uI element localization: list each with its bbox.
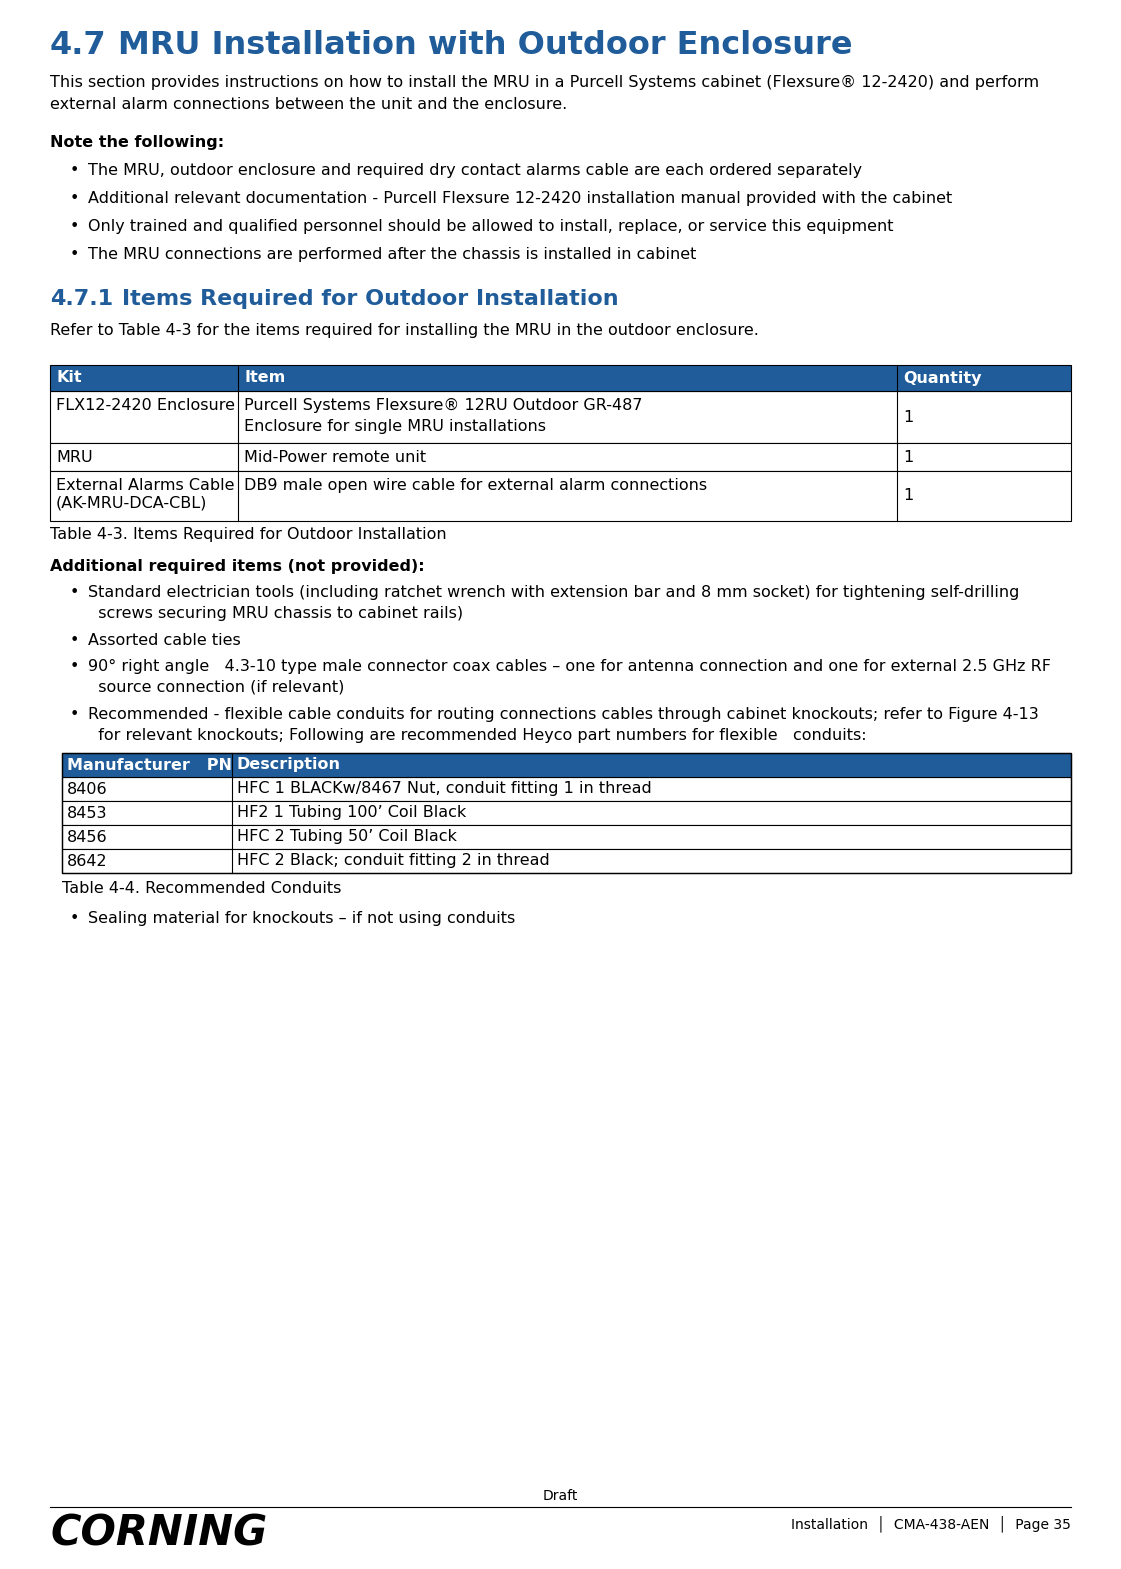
Bar	[62, 753, 1071, 777]
Text: HF2 1 Tubing 100’ Coil Black: HF2 1 Tubing 100’ Coil Black	[237, 805, 466, 821]
Text: This section provides instructions on how to install the MRU in a Purcell System: This section provides instructions on ho…	[50, 75, 1039, 89]
Text: for relevant knockouts; Following are recommended Heyco part numbers for flexibl: for relevant knockouts; Following are re…	[89, 728, 867, 744]
Text: The MRU connections are performed after the chassis is installed in cabinet: The MRU connections are performed after …	[89, 246, 696, 262]
Text: Installation  │  CMA-438-AEN  │  Page 35: Installation │ CMA-438-AEN │ Page 35	[791, 1516, 1071, 1531]
Bar	[50, 471, 1071, 521]
Text: 8456: 8456	[67, 830, 108, 844]
Text: Note the following:: Note the following:	[50, 135, 224, 151]
Text: 4.7: 4.7	[50, 30, 106, 61]
Text: FLX12-2420 Enclosure: FLX12-2420 Enclosure	[56, 399, 235, 413]
Text: •: •	[70, 912, 80, 926]
Text: External Alarms Cable
(AK-MRU-DCA-CBL): External Alarms Cable (AK-MRU-DCA-CBL)	[56, 479, 234, 510]
Text: screws securing MRU chassis to cabinet rails): screws securing MRU chassis to cabinet r…	[89, 606, 463, 621]
Text: Additional required items (not provided):: Additional required items (not provided)…	[50, 559, 425, 574]
Text: •: •	[70, 163, 80, 177]
Text: Refer to Table 4-3 for the items required for installing the MRU in the outdoor : Refer to Table 4-3 for the items require…	[50, 323, 759, 337]
Text: Recommended - flexible cable conduits for routing connections cables through cab: Recommended - flexible cable conduits fo…	[89, 708, 1039, 722]
Text: •: •	[70, 585, 80, 599]
Text: Quantity: Quantity	[904, 370, 982, 386]
Text: Only trained and qualified personnel should be allowed to install, replace, or s: Only trained and qualified personnel sho…	[89, 220, 893, 234]
Bar	[50, 366, 1071, 391]
Text: •: •	[70, 659, 80, 675]
Text: 1: 1	[904, 410, 914, 425]
Text: Standard electrician tools (including ratchet wrench with extension bar and 8 mm: Standard electrician tools (including ra…	[89, 585, 1019, 599]
Bar	[50, 442, 1071, 471]
Text: HFC 2 Black; conduit fitting 2 in thread: HFC 2 Black; conduit fitting 2 in thread	[237, 854, 549, 869]
Text: •: •	[70, 246, 80, 262]
Bar	[62, 849, 1071, 872]
Text: 8406: 8406	[67, 781, 108, 797]
Text: DB9 male open wire cable for external alarm connections: DB9 male open wire cable for external al…	[244, 479, 707, 493]
Text: source connection (if relevant): source connection (if relevant)	[89, 679, 344, 695]
Text: Assorted cable ties: Assorted cable ties	[89, 632, 241, 648]
Text: 1: 1	[904, 449, 914, 464]
Text: HFC 2 Tubing 50’ Coil Black: HFC 2 Tubing 50’ Coil Black	[237, 830, 457, 844]
Text: MRU: MRU	[56, 450, 93, 464]
Text: The MRU, outdoor enclosure and required dry contact alarms cable are each ordere: The MRU, outdoor enclosure and required …	[89, 163, 862, 177]
Bar	[50, 391, 1071, 442]
Text: Kit: Kit	[56, 370, 82, 386]
Bar	[62, 825, 1071, 849]
Text: HFC 1 BLACKw/8467 Nut, conduit fitting 1 in thread: HFC 1 BLACKw/8467 Nut, conduit fitting 1…	[237, 781, 651, 797]
Text: 8453: 8453	[67, 805, 108, 821]
Text: Manufacturer   PN: Manufacturer PN	[67, 758, 232, 772]
Text: Draft: Draft	[543, 1489, 578, 1503]
Text: •: •	[70, 708, 80, 722]
Text: Items Required for Outdoor Installation: Items Required for Outdoor Installation	[122, 289, 619, 309]
Text: MRU Installation with Outdoor Enclosure: MRU Installation with Outdoor Enclosure	[118, 30, 852, 61]
Bar	[62, 802, 1071, 825]
Text: •: •	[70, 220, 80, 234]
Text: CORNING: CORNING	[50, 1513, 267, 1553]
Bar	[62, 777, 1071, 802]
Text: Mid-Power remote unit: Mid-Power remote unit	[244, 450, 426, 464]
Text: 8642: 8642	[67, 854, 108, 869]
Text: Purcell Systems Flexsure® 12RU Outdoor GR-487
Enclosure for single MRU installat: Purcell Systems Flexsure® 12RU Outdoor G…	[244, 399, 642, 435]
Text: 4.7.1: 4.7.1	[50, 289, 113, 309]
Text: •: •	[70, 632, 80, 648]
Text: 90° right angle   4.3-10 type male connector coax cables – one for antenna conne: 90° right angle 4.3-10 type male connect…	[89, 659, 1051, 675]
Text: Table 4-3. Items Required for Outdoor Installation: Table 4-3. Items Required for Outdoor In…	[50, 527, 446, 541]
Bar	[62, 753, 1071, 872]
Text: •: •	[70, 191, 80, 206]
Text: 1: 1	[904, 488, 914, 504]
Text: Item: Item	[244, 370, 285, 386]
Text: Table 4-4. Recommended Conduits: Table 4-4. Recommended Conduits	[62, 882, 342, 896]
Text: Description: Description	[237, 758, 341, 772]
Text: Additional relevant documentation - Purcell Flexsure 12-2420 installation manual: Additional relevant documentation - Purc…	[89, 191, 952, 206]
Text: Sealing material for knockouts – if not using conduits: Sealing material for knockouts – if not …	[89, 912, 516, 926]
Text: external alarm connections between the unit and the enclosure.: external alarm connections between the u…	[50, 97, 567, 111]
